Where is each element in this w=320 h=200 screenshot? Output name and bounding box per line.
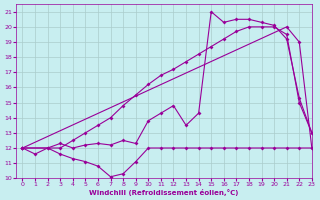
X-axis label: Windchill (Refroidissement éolien,°C): Windchill (Refroidissement éolien,°C) xyxy=(89,189,239,196)
